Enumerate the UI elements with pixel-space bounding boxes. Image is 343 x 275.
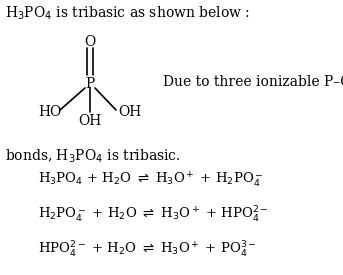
Text: OH: OH bbox=[78, 114, 102, 128]
Text: H$_3$PO$_4$ is tribasic as shown below :: H$_3$PO$_4$ is tribasic as shown below : bbox=[5, 5, 250, 22]
Text: O: O bbox=[84, 35, 96, 49]
Text: P: P bbox=[85, 77, 95, 91]
Text: HPO$_4^{2-}$ + H$_2$O $\rightleftharpoons$ H$_3$O$^+$ + PO$_4^{3-}$: HPO$_4^{2-}$ + H$_2$O $\rightleftharpoon… bbox=[38, 240, 257, 260]
Text: bonds, H$_3$PO$_4$ is tribasic.: bonds, H$_3$PO$_4$ is tribasic. bbox=[5, 148, 181, 165]
Text: H$_3$PO$_4$ + H$_2$O $\rightleftharpoons$ H$_3$O$^+$ + H$_2$PO$_4^-$: H$_3$PO$_4$ + H$_2$O $\rightleftharpoons… bbox=[38, 170, 264, 189]
Text: OH: OH bbox=[118, 105, 141, 119]
Text: HO: HO bbox=[38, 105, 61, 119]
Text: H$_2$PO$_4^-$ + H$_2$O $\rightleftharpoons$ H$_3$O$^+$ + HPO$_4^{2-}$: H$_2$PO$_4^-$ + H$_2$O $\rightleftharpoo… bbox=[38, 205, 269, 225]
Text: Due to three ionizable P–OH: Due to three ionizable P–OH bbox=[163, 75, 343, 89]
